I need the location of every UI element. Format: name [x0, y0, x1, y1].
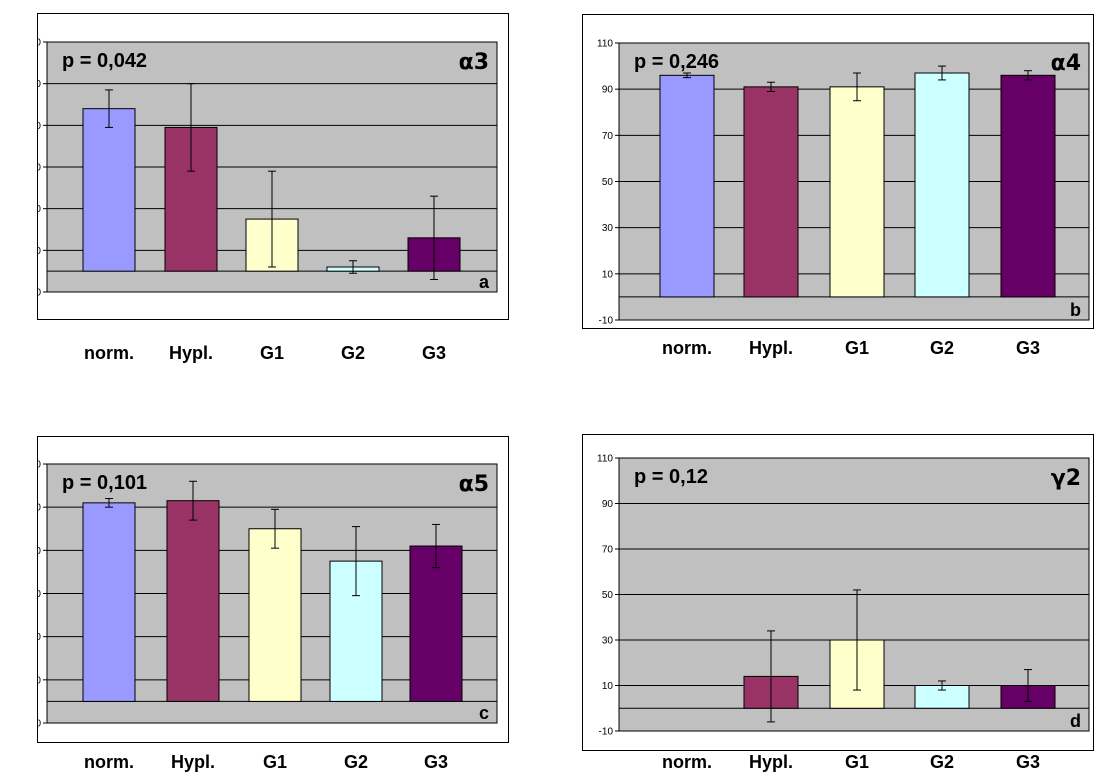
category-label-g2: G2 [340, 343, 366, 363]
y-tick-label: 30 [37, 632, 41, 643]
category-label-hypl: Hypl. [168, 343, 214, 363]
category-label-g1: G1 [844, 752, 870, 772]
y-tick-label: 30 [602, 223, 614, 234]
y-tick-label: 30 [602, 636, 614, 647]
y-tick-label: 110 [597, 39, 613, 50]
chart-svg-a: 110 90 70 50 30 10 -10 p = 0,042 α3 a [37, 13, 509, 320]
category-label-norm: norm. [83, 752, 135, 772]
chart-panel-d: 110 90 70 50 30 10 -10 p = 0,12 γ2 d [582, 434, 1094, 751]
p-value-label: p = 0,101 [62, 472, 147, 494]
bar-hypl [164, 126, 218, 272]
gene-label: γ2 [1051, 466, 1081, 491]
panel-letter: c [479, 703, 489, 723]
category-label-norm: norm. [83, 343, 135, 363]
y-tick-label: 10 [37, 675, 41, 686]
category-labels-b: norm. Hypl. G1 G2 G3 [582, 338, 1094, 362]
chart-panel-a: 110 90 70 50 30 10 -10 p = 0,042 α3 a [37, 13, 509, 320]
bar-hypl [743, 86, 799, 298]
y-tick-label: -10 [599, 316, 614, 327]
y-tick-label: -10 [599, 727, 614, 738]
y-tick-label: 70 [602, 131, 614, 142]
p-value-label: p = 0,12 [634, 466, 708, 488]
category-label-g3: G3 [423, 752, 449, 772]
bar-g3 [1000, 74, 1056, 298]
panel-letter: a [479, 272, 490, 292]
chart-svg-b: 110 90 70 50 30 10 -10 p = 0,246 α4 b [582, 14, 1094, 329]
category-label-g1: G1 [259, 343, 285, 363]
p-value-label: p = 0,246 [634, 51, 719, 73]
y-tick-label: 90 [37, 79, 41, 90]
y-tick-label: 50 [602, 177, 614, 188]
category-label-hypl: Hypl. [170, 752, 216, 772]
category-label-g2: G2 [929, 338, 955, 358]
gene-label: α5 [459, 472, 489, 497]
gene-label: α3 [459, 50, 489, 75]
y-tick-label: 50 [602, 590, 614, 601]
panel-letter: d [1070, 711, 1081, 731]
category-labels-c: norm. Hypl. G1 G2 G3 [37, 752, 509, 776]
bar-norm [82, 502, 136, 702]
y-tick-label: 90 [37, 503, 41, 514]
category-label-g3: G3 [1015, 338, 1041, 358]
category-label-norm: norm. [661, 338, 713, 358]
category-label-g3: G3 [421, 343, 447, 363]
y-tick-label: -10 [37, 719, 41, 730]
chart-svg-d: 110 90 70 50 30 10 -10 p = 0,12 γ2 d [582, 434, 1094, 751]
bar-norm [659, 74, 715, 298]
p-value-label: p = 0,042 [62, 50, 147, 72]
y-tick-label: 30 [37, 204, 41, 215]
y-tick-label: 10 [602, 681, 614, 692]
y-tick-label: 10 [602, 269, 614, 280]
chart-panel-c: 110 90 70 50 30 10 -10 p = 0,101 α5 c [37, 436, 509, 743]
y-tick-label: 50 [37, 589, 41, 600]
y-tick-label: 70 [37, 121, 41, 132]
y-tick-label: 90 [602, 85, 614, 96]
category-label-hypl: Hypl. [748, 338, 794, 358]
y-tick-label: 70 [37, 546, 41, 557]
y-tick-label: 70 [602, 545, 614, 556]
category-labels-d: norm. Hypl. G1 G2 G3 [582, 752, 1094, 776]
y-tick-label: 90 [602, 499, 614, 510]
category-label-g2: G2 [343, 752, 369, 772]
bar-hypl [166, 500, 220, 702]
bar-g3 [409, 545, 463, 702]
bar-norm [82, 108, 136, 272]
chart-svg-c: 110 90 70 50 30 10 -10 p = 0,101 α5 c [37, 436, 509, 743]
y-tick-label: 110 [37, 460, 41, 471]
category-label-hypl: Hypl. [748, 752, 794, 772]
bar-g1 [248, 528, 302, 702]
bar-g1 [829, 86, 885, 298]
y-tick-label: 50 [37, 163, 41, 174]
y-tick-label: 10 [37, 246, 41, 257]
y-tick-label: 110 [597, 454, 613, 465]
category-label-g2: G2 [929, 752, 955, 772]
category-label-norm: norm. [661, 752, 713, 772]
y-tick-label: -10 [37, 288, 41, 299]
chart-panel-b: 110 90 70 50 30 10 -10 p = 0,246 α4 b [582, 14, 1094, 329]
category-label-g1: G1 [844, 338, 870, 358]
gene-label: α4 [1051, 51, 1081, 76]
panel-letter: b [1070, 300, 1081, 320]
bar-g2 [914, 72, 970, 298]
category-labels-a: norm. Hypl. G1 G2 G3 [37, 343, 509, 367]
category-label-g3: G3 [1015, 752, 1041, 772]
y-tick-label: 110 [37, 38, 41, 49]
category-label-g1: G1 [262, 752, 288, 772]
